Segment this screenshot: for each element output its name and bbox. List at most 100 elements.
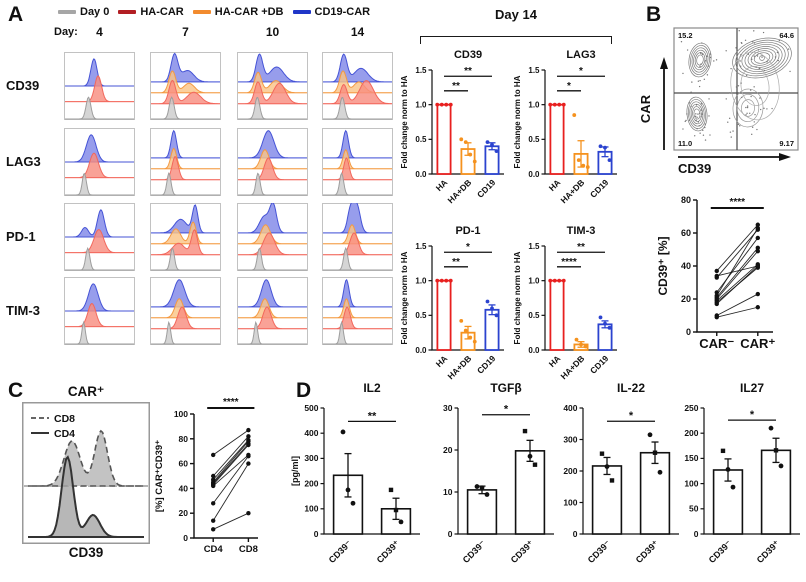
y-tick-label: 100 — [174, 409, 188, 419]
x-tick-label: CD39⁺ — [634, 538, 661, 565]
y-tick-label: 60 — [681, 228, 691, 238]
legend-item: HA-CAR — [118, 6, 184, 18]
chart-cd39-fold-change: CD39 Fold change norm to HA 0.0 0.5 1.0 1.5 **… — [396, 46, 518, 212]
legend-label: CD8 — [54, 413, 75, 425]
chart-il22: IL-22 0 100 200 300 400 * CD39⁻ CD39⁺ — [549, 378, 685, 578]
x-tick-label: HA — [547, 353, 563, 369]
ridge-panel-svg — [150, 52, 221, 120]
chart-cd39-car-paired: CD39⁺ [%] 0 20 40 60 80 **** CAR⁻ CAR⁺ — [655, 184, 805, 366]
y-axis-label: Fold change norm to HA — [400, 75, 409, 168]
legend-label: HA-CAR +DB — [214, 6, 284, 18]
significance-label: ** — [452, 257, 460, 268]
ridge-panel-svg — [150, 128, 221, 196]
bar-chart-svg: TIM-3 Fold change norm to HA 0.0 0.5 1.0 1.5 *… — [513, 225, 617, 381]
legend-swatch — [292, 10, 311, 14]
ridge-panel-svg — [64, 203, 135, 271]
ridge-panel-svg — [64, 52, 135, 120]
chart-title: CD39 — [454, 49, 482, 61]
legend-swatch — [118, 10, 137, 14]
y-tick-label: 100 — [684, 478, 698, 488]
ridge-panel — [237, 203, 308, 271]
ridge-panel — [150, 52, 221, 120]
y-axis-label: Fold change norm to HA — [513, 75, 522, 168]
paired-line-svg: [%] CAR⁺CD39⁺ 0 20 40 60 80 100 **** CD4 CD8 — [154, 397, 258, 555]
x-tick-label: CD8 — [239, 544, 258, 555]
y-tick-label: 1.0 — [528, 100, 540, 109]
x-tick-label: CD19 — [588, 353, 611, 376]
ridge-panel — [322, 203, 393, 271]
x-tick-label: CD4 — [204, 544, 224, 555]
chart-tgfb: TGFβ 0 10 20 30 * CD39⁻ CD39⁺ — [424, 378, 560, 578]
ridge-panel-svg — [150, 203, 221, 271]
legend-label: CD19-CAR — [314, 6, 371, 18]
y-tick-label: 1.0 — [415, 276, 427, 285]
y-tick-label: 1.5 — [528, 242, 540, 251]
marker-row-label: CD39 — [6, 78, 40, 93]
chart-title: IL2 — [363, 381, 381, 395]
y-tick-label: 0.0 — [528, 170, 540, 179]
ridge-panel — [150, 203, 221, 271]
x-tick-label: CD39⁻ — [586, 538, 613, 565]
chart-title: PD-1 — [455, 225, 480, 237]
y-tick-label: 150 — [684, 453, 698, 463]
y-axis-label: Fold change norm to HA — [400, 251, 409, 344]
chart-title: IL-22 — [617, 381, 645, 395]
y-tick-label: 20 — [681, 294, 691, 304]
chart-cd4-cd8-paired: [%] CAR⁺CD39⁺ 0 20 40 60 80 100 **** CD4 CD8 — [150, 390, 270, 576]
chart-title: LAG3 — [566, 49, 595, 61]
ridge-panel — [322, 277, 393, 345]
marker-row-label: TIM-3 — [6, 303, 40, 318]
panel-d-label: D — [296, 379, 312, 402]
ridge-panel-svg — [322, 203, 393, 271]
bar-chart-svg: IL-22 0 100 200 300 400 * CD39⁻ CD39⁺ — [563, 381, 679, 565]
y-tick-label: 1.5 — [415, 66, 427, 75]
significance-label: * — [629, 410, 634, 422]
quadrant-percentage: 9.17 — [779, 139, 794, 148]
chart-title: TIM-3 — [567, 225, 596, 237]
y-tick-label: 0.5 — [415, 311, 427, 320]
y-tick-label: 40 — [179, 483, 189, 493]
x-tick-label: HA+DB — [445, 177, 473, 205]
ridge-panel — [150, 128, 221, 196]
significance-label: * — [567, 81, 571, 92]
panel-c-label: C — [8, 379, 24, 402]
x-tick-label: HA — [434, 177, 450, 193]
x-tick-label: HA — [434, 353, 450, 369]
bar-chart-svg: TGFβ 0 10 20 30 * CD39⁻ CD39⁺ — [443, 381, 554, 565]
day14-bracket — [420, 36, 612, 44]
legend-label: HA-CAR — [140, 6, 184, 18]
y-tick-label: 80 — [681, 195, 691, 205]
y-tick-label: 10 — [443, 487, 453, 497]
y-tick-label: 1.0 — [415, 100, 427, 109]
y-axis-label: CAR — [640, 94, 653, 123]
legend-item: HA-CAR +DB — [192, 6, 284, 18]
ridge-panel — [64, 203, 135, 271]
ridge-panel-svg — [322, 128, 393, 196]
y-axis-label: [%] CAR⁺CD39⁺ — [154, 440, 165, 512]
chart-il2: IL2 [pg/ml] 0 100 200 300 400 500 ** CD39⁻ CD39⁺ — [290, 378, 426, 578]
y-tick-label: 0.5 — [528, 311, 540, 320]
y-tick-label: 30 — [443, 403, 453, 413]
ridge-panel-svg — [322, 277, 393, 345]
chart-flow-contour: 15.2 64.6 11.0 9.17 CAR CD39 — [640, 16, 804, 178]
y-tick-label: 300 — [304, 453, 318, 463]
x-tick-label: CD19 — [588, 177, 611, 200]
y-tick-label: 0 — [694, 529, 699, 539]
y-tick-label: 1.0 — [528, 276, 540, 285]
chart-pd1-fold-change: PD-1 Fold change norm to HA 0.0 0.5 1.0 1.5 * *… — [396, 222, 518, 388]
bar-chart-svg: LAG3 Fold change norm to HA 0.0 0.5 1.0 1.5 * *… — [513, 49, 617, 205]
significance-label: * — [579, 66, 583, 77]
y-tick-label: 0.0 — [415, 170, 427, 179]
chart-cd4-cd8-histogram: CD8 CD4 — [22, 402, 150, 544]
ridge-panel-svg — [237, 277, 308, 345]
x-tick-label: CD39⁻ — [461, 538, 488, 565]
bar-chart-svg: IL27 0 50 100 150 200 250 * CD39⁻ CD39⁺ — [684, 381, 800, 565]
day-label: 4 — [96, 25, 103, 39]
y-tick-label: 400 — [563, 403, 577, 413]
y-axis-label: [pg/ml] — [290, 456, 300, 486]
y-tick-label: 1.5 — [415, 242, 427, 251]
day-header-prefix: Day: — [54, 26, 78, 38]
y-tick-label: 500 — [304, 403, 318, 413]
